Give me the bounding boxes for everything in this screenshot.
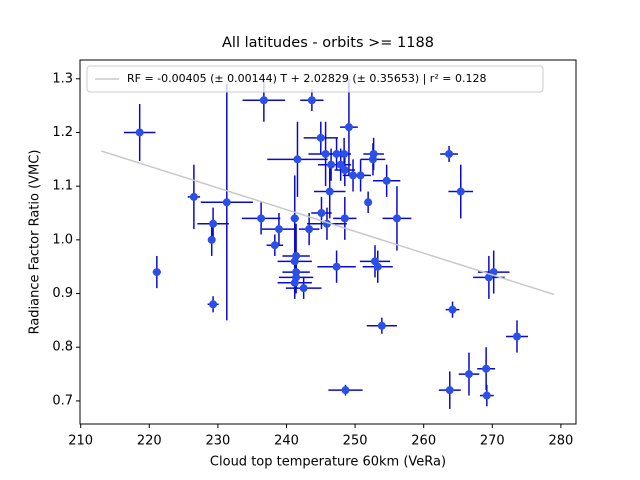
y-tick-label: 0.9 [52, 286, 73, 301]
point [445, 149, 454, 158]
point [135, 128, 144, 137]
point [321, 149, 330, 158]
point [340, 166, 349, 175]
point [325, 187, 334, 196]
x-tick-label: 250 [343, 434, 368, 449]
x-tick-label: 230 [205, 434, 230, 449]
plot-frame [79, 59, 577, 425]
point [340, 149, 349, 158]
point [299, 284, 308, 293]
point [456, 187, 465, 196]
chart-title: All latitudes - orbits >= 1188 [222, 35, 434, 51]
point [332, 262, 341, 271]
legend-box [86, 65, 544, 93]
x-tick-label: 280 [548, 434, 573, 449]
point [482, 391, 491, 400]
y-tick-label: 1.2 [52, 125, 73, 140]
point [349, 171, 358, 180]
x-tick-label: 210 [68, 434, 93, 449]
point [513, 332, 522, 341]
point [293, 155, 302, 164]
y-tick-label: 0.8 [52, 340, 73, 355]
point [332, 149, 341, 158]
point [209, 219, 218, 228]
point [152, 268, 161, 277]
point [482, 364, 491, 373]
x-tick-label: 260 [411, 434, 436, 449]
point [222, 198, 231, 207]
point [340, 214, 349, 223]
point [327, 160, 336, 169]
point [274, 225, 283, 234]
y-tick-label: 0.7 [52, 393, 73, 408]
y-axis-label: Radiance Factor Ratio (VMC) [28, 150, 43, 335]
point [392, 214, 401, 223]
point [316, 133, 325, 142]
point [445, 386, 454, 395]
point [484, 273, 493, 282]
point [189, 192, 198, 201]
point [373, 262, 382, 271]
x-tick-label: 220 [137, 434, 162, 449]
point [290, 278, 299, 287]
point [344, 123, 353, 132]
point [292, 251, 301, 260]
y-tick-label: 1.3 [52, 71, 73, 86]
point [270, 241, 279, 250]
point [356, 171, 365, 180]
point [207, 235, 216, 244]
y-tick-label: 1.1 [52, 179, 73, 194]
point [257, 214, 266, 223]
point [259, 96, 268, 105]
point [290, 214, 299, 223]
fit-line [101, 150, 555, 296]
x-axis-label: Cloud top temperature 60km (VeRa) [210, 455, 446, 470]
point [364, 198, 373, 207]
point [377, 321, 386, 330]
point [307, 96, 316, 105]
legend-label: RF = -0.00405 (± 0.00144) T + 2.02829 (±… [127, 72, 486, 85]
point [209, 300, 218, 309]
x-tick-label: 270 [480, 434, 505, 449]
point [305, 225, 314, 234]
point [464, 370, 473, 379]
point [341, 386, 350, 395]
y-tick-label: 1.0 [52, 232, 73, 247]
point [317, 209, 326, 218]
point [448, 305, 457, 314]
x-tick-label: 240 [274, 434, 299, 449]
point [369, 149, 378, 158]
point [382, 176, 391, 185]
